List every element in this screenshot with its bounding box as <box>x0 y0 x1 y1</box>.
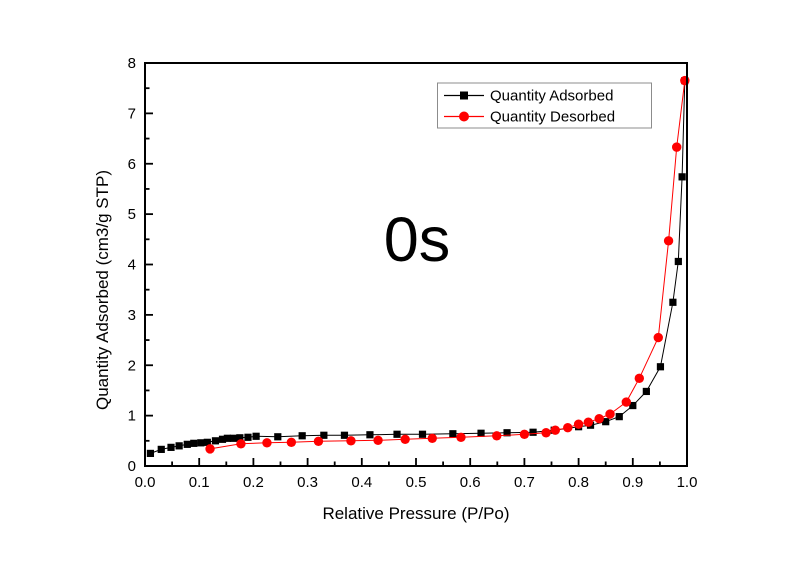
circle-marker <box>605 409 615 419</box>
square-marker <box>678 173 686 181</box>
square-marker <box>252 432 260 440</box>
square-marker <box>656 363 665 371</box>
circle-marker <box>456 432 466 442</box>
y-tick-label: 3 <box>128 307 136 324</box>
circle-marker <box>653 332 663 343</box>
circle-marker <box>583 417 594 427</box>
x-tick-label: 0.0 <box>135 474 156 491</box>
y-tick-label: 2 <box>128 357 136 374</box>
legend-entry-desorbed: Quantity Desorbed <box>444 109 615 126</box>
circle-marker <box>373 435 383 446</box>
x-axis-ticks <box>144 458 688 466</box>
y-tick-label: 7 <box>128 105 136 122</box>
y-axis-ticks <box>145 62 153 467</box>
legend-circle-marker-icon <box>459 111 469 122</box>
adsorbed-series <box>146 77 689 458</box>
circle-marker <box>400 434 410 445</box>
circle-marker <box>541 428 551 438</box>
circle-marker <box>550 425 560 435</box>
square-marker <box>449 430 457 438</box>
square-marker <box>669 298 677 306</box>
circle-marker <box>563 423 573 433</box>
square-marker <box>298 432 306 440</box>
square-marker <box>274 433 282 441</box>
square-marker <box>674 257 682 266</box>
x-tick-label: 0.5 <box>406 474 427 491</box>
square-marker <box>183 440 191 448</box>
square-marker <box>629 401 637 410</box>
square-marker <box>393 430 401 438</box>
circle-marker <box>672 142 682 152</box>
square-marker <box>229 434 237 442</box>
square-marker <box>602 418 610 426</box>
square-marker <box>211 437 220 445</box>
square-marker <box>203 438 211 446</box>
square-marker <box>320 431 328 439</box>
square-marker <box>642 387 650 396</box>
square-marker <box>529 428 537 436</box>
x-tick-label: 0.9 <box>622 474 643 491</box>
circle-marker <box>313 436 324 447</box>
x-tick-label: 0.1 <box>189 474 210 491</box>
circle-marker <box>594 413 604 424</box>
circle-marker <box>236 439 246 449</box>
square-marker <box>477 429 485 437</box>
square-marker <box>244 433 252 441</box>
desorbed-series <box>205 75 690 454</box>
circle-marker <box>427 433 437 443</box>
circle-marker <box>573 419 584 429</box>
circle-marker <box>262 438 272 448</box>
legend-entry-adsorbed: Quantity Adsorbed <box>444 88 613 105</box>
x-tick-label: 0.3 <box>297 474 318 491</box>
legend: Quantity Adsorbed Quantity Desorbed <box>437 82 652 129</box>
y-tick-label: 5 <box>128 206 136 223</box>
square-marker <box>190 439 198 447</box>
y-tick-label: 4 <box>128 257 136 274</box>
circle-marker <box>205 444 215 454</box>
y-tick-label: 8 <box>128 55 136 72</box>
square-marker <box>340 431 349 439</box>
x-tick-label: 0.4 <box>351 474 372 491</box>
y-tick-label: 0 <box>128 458 136 475</box>
circle-marker <box>621 397 631 407</box>
annotation-0s: 0s <box>384 205 451 275</box>
square-marker <box>503 429 511 437</box>
square-marker <box>223 434 231 442</box>
legend-border <box>437 82 652 129</box>
circle-marker <box>286 437 297 448</box>
legend-square-marker-icon <box>460 91 468 100</box>
y-tick-label: 6 <box>128 156 136 173</box>
circle-marker <box>634 373 645 384</box>
x-tick-labels: 0.0 0.1 0.2 0.3 0.4 0.5 0.6 0.7 0.8 0.9 1.0 <box>135 474 698 491</box>
y-tick-labels: 0 1 2 3 4 5 6 7 8 <box>128 55 136 475</box>
square-marker <box>615 413 623 421</box>
x-tick-label: 1.0 <box>677 474 698 491</box>
x-tick-label: 0.6 <box>460 474 481 491</box>
circle-marker <box>663 236 674 246</box>
x-tick-label: 0.8 <box>568 474 589 491</box>
legend-desorbed-label: Quantity Desorbed <box>490 109 615 126</box>
square-marker <box>167 443 175 451</box>
circle-marker <box>680 75 690 86</box>
y-axis-title: Quantity Adsorbed (cm3/g STP) <box>93 170 112 410</box>
square-marker <box>197 439 205 447</box>
square-marker <box>418 430 427 438</box>
y-tick-label: 1 <box>128 408 136 425</box>
square-marker <box>366 431 374 439</box>
square-marker <box>146 449 155 458</box>
square-marker <box>218 435 227 443</box>
x-tick-label: 0.2 <box>243 474 264 491</box>
circle-marker <box>346 436 356 446</box>
x-tick-label: 0.7 <box>514 474 535 491</box>
square-marker <box>175 442 183 450</box>
circle-marker <box>492 431 502 441</box>
legend-adsorbed-label: Quantity Adsorbed <box>490 88 613 105</box>
plot-area-border <box>144 62 688 467</box>
x-axis-title: Relative Pressure (P/Po) <box>322 504 509 523</box>
circle-marker <box>519 429 530 439</box>
square-marker <box>236 434 244 442</box>
square-marker <box>157 445 165 453</box>
